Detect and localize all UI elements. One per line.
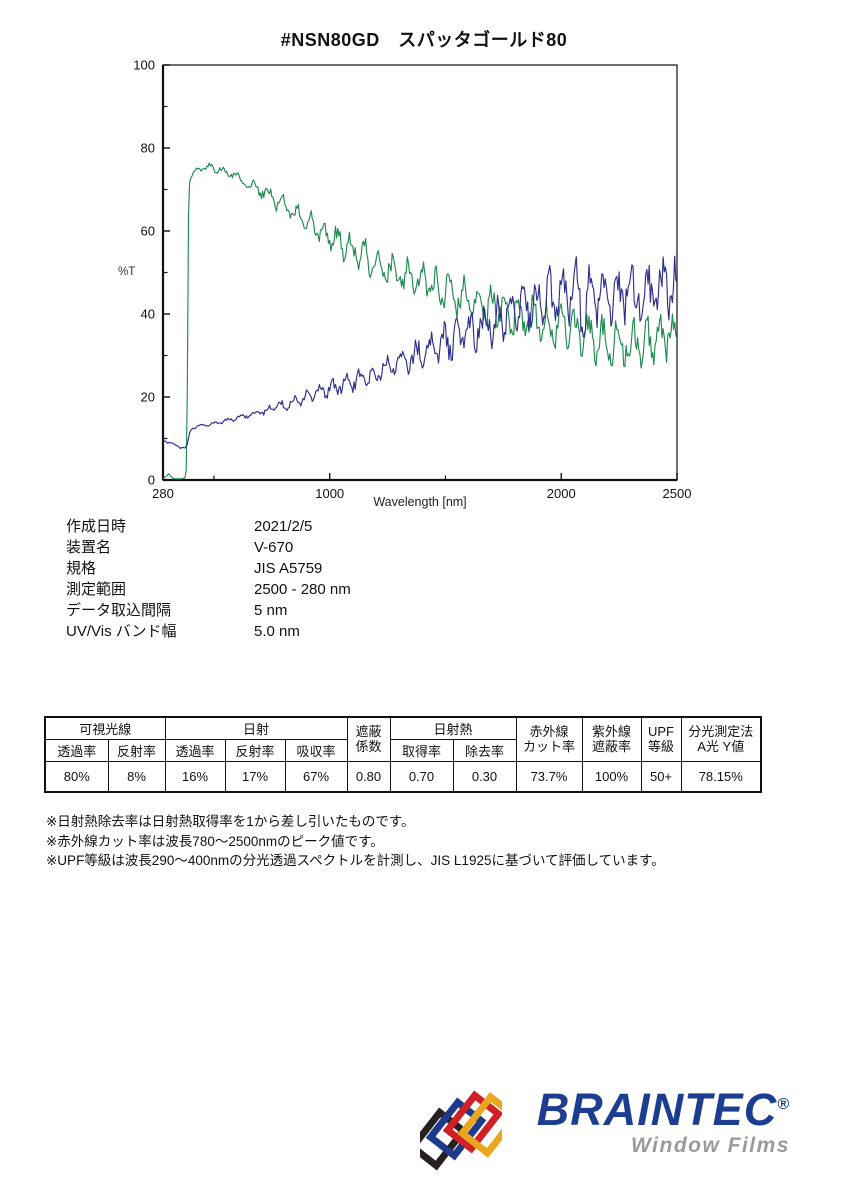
y-tick-label: 20 — [141, 390, 155, 405]
value-spectral-y: 78.15% — [680, 761, 762, 793]
y-tick-label: 40 — [141, 307, 155, 322]
results-table: 可視光線 日射 遮蔽 係数 日射熱 赤外線 カット率 紫外線 遮蔽率 UPF 等… — [44, 716, 762, 793]
col-group-solar: 日射 — [164, 716, 348, 740]
metadata-value: 2021/2/5 — [254, 518, 313, 535]
value-ir-cut: 73.7% — [515, 761, 583, 793]
value-solar-reflectance: 17% — [224, 761, 286, 793]
col-header-vl-transmittance: 透過率 — [44, 739, 109, 762]
x-tick-label: 1000 — [315, 486, 344, 501]
brand-name: BRAINTEC® — [518, 1086, 790, 1133]
metadata-label: UV/Vis バンド幅 — [66, 623, 177, 640]
value-heat-gain: 0.70 — [389, 761, 454, 793]
series-transmittance-spectrum-line — [162, 162, 678, 480]
col-header-upf: UPF 等級 — [640, 716, 682, 762]
header-line: UPF — [648, 723, 674, 739]
metadata-value: 5.0 nm — [254, 623, 300, 640]
col-header-ir-cut: 赤外線 カット率 — [515, 716, 583, 762]
metadata-row: データ取込間隔 5 nm — [66, 600, 351, 621]
header-line: 遮蔽 — [355, 723, 382, 739]
metadata-label: データ取込間隔 — [66, 602, 172, 619]
value-upf: 50+ — [640, 761, 682, 793]
y-axis-label: %T — [118, 266, 135, 278]
col-header-solar-transmittance: 透過率 — [164, 739, 226, 762]
metadata-row: 規格 JIS A5759 — [66, 558, 351, 579]
plot-area — [162, 64, 678, 481]
col-header-solar-absorptance: 吸収率 — [284, 739, 348, 762]
y-tick-label: 60 — [141, 224, 155, 239]
logo-frame-icon — [457, 1092, 502, 1158]
metadata-value: 2500 - 280 nm — [254, 581, 351, 598]
value-shading-coefficient: 0.80 — [346, 761, 391, 793]
value-vl-transmittance: 80% — [44, 761, 109, 793]
footnote-line: ※赤外線カット率は波長780～2500nmのピーク値です。 — [46, 833, 384, 849]
metadata-row: 測定範囲 2500 - 280 nm — [66, 579, 351, 600]
col-header-shading-coefficient: 遮蔽 係数 — [346, 716, 391, 762]
value-solar-transmittance: 16% — [164, 761, 226, 793]
brand-logo: BRAINTEC® Window Films — [420, 1086, 790, 1178]
header-line: 遮蔽率 — [591, 738, 631, 754]
footnote-line: ※UPF等級は波長290～400nmの分光透過スペクトルを計測し、JIS L19… — [46, 853, 665, 868]
col-header-vl-reflectance: 反射率 — [107, 739, 166, 762]
x-tick-label: 2500 — [663, 486, 692, 501]
metadata-label: 規格 — [66, 560, 97, 577]
col-header-heat-gain: 取得率 — [389, 739, 454, 762]
page-title: #NSN80GD スパッタゴールド80 — [280, 30, 568, 50]
y-tick-label: 80 — [141, 141, 155, 156]
col-group-visible-light: 可視光線 — [44, 716, 166, 740]
header-line: カット率 — [522, 738, 575, 754]
logo-text: BRAINTEC® Window Films — [518, 1086, 790, 1158]
x-axis-label: Wavelength [nm] — [373, 495, 466, 509]
col-header-solar-reflectance: 反射率 — [224, 739, 286, 762]
value-heat-rejection: 0.30 — [452, 761, 517, 793]
metadata-label: 測定範囲 — [66, 581, 127, 598]
brand-subtitle: Window Films — [631, 1134, 790, 1158]
value-solar-absorptance: 67% — [284, 761, 348, 793]
header-line: A光 Y値 — [697, 738, 745, 754]
metadata-row: 装置名 V-670 — [66, 537, 351, 558]
metadata-label: 作成日時 — [66, 518, 127, 535]
col-group-solar-heat: 日射熱 — [389, 716, 517, 740]
header-line: 等級 — [647, 738, 674, 754]
brand-word: BRAINTEC — [536, 1084, 778, 1135]
series-reflectance-spectrum-line — [162, 255, 678, 450]
x-tick-label: 280 — [152, 486, 174, 501]
col-header-uv-shield: 紫外線 遮蔽率 — [581, 716, 642, 762]
metadata-row: UV/Vis バンド幅 5.0 nm — [66, 621, 351, 642]
registered-trademark-icon: ® — [777, 1096, 790, 1113]
header-line: 係数 — [355, 738, 382, 754]
metadata-value: 5 nm — [254, 602, 288, 619]
metadata-value: JIS A5759 — [254, 560, 323, 577]
measurement-metadata: 作成日時 2021/2/5 装置名 V-670 規格 JIS A5759 測定範… — [66, 516, 351, 642]
header-line: 赤外線 — [529, 723, 569, 739]
metadata-row: 作成日時 2021/2/5 — [66, 516, 351, 537]
header-line: 分光測定法 — [688, 723, 754, 739]
logo-mark-icon — [420, 1090, 502, 1171]
y-tick-label: 0 — [148, 473, 155, 488]
metadata-value: V-670 — [254, 539, 294, 556]
x-tick-label: 2000 — [547, 486, 576, 501]
footnotes: ※日射熱除去率は日射熱取得率を1から差し引いたものです。 ※赤外線カット率は波長… — [46, 812, 665, 871]
y-tick-label: 100 — [133, 58, 155, 73]
col-header-heat-rejection: 除去率 — [452, 739, 517, 762]
metadata-label: 装置名 — [66, 539, 112, 556]
col-header-spectral-y: 分光測定法 A光 Y値 — [680, 716, 762, 762]
value-vl-reflectance: 8% — [107, 761, 166, 793]
footnote-line: ※日射熱除去率は日射熱取得率を1から差し引いたものです。 — [46, 814, 415, 829]
value-uv-shield: 100% — [581, 761, 642, 793]
spectrum-chart: 280 1000 2000 2500 0 20 40 60 80 100 %T Wavelengt… — [118, 58, 692, 510]
header-line: 紫外線 — [591, 723, 631, 739]
